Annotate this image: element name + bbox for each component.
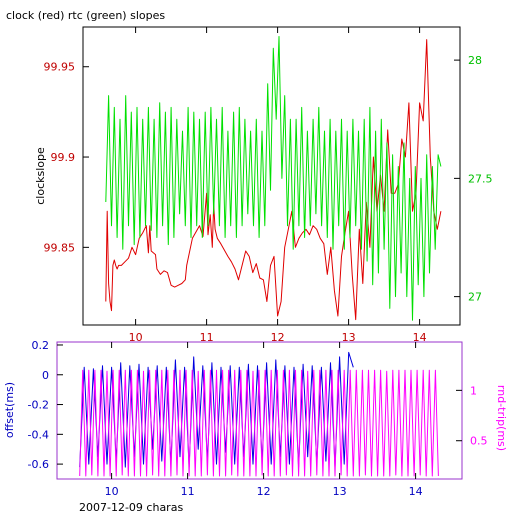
bottom-chart-y2-label: rnd-trip(ms) bbox=[495, 385, 508, 451]
top-x-tick-label: 14 bbox=[413, 331, 427, 344]
top-left-ticks: 99.85 99.9 99.95 bbox=[44, 61, 89, 254]
top-y2-tick-label: 28 bbox=[468, 54, 482, 67]
top-y2-tick-label: 27.5 bbox=[468, 172, 493, 185]
bottom-x-ticks: 10 11 12 13 14 bbox=[105, 342, 423, 498]
top-series-clock bbox=[105, 39, 442, 321]
top-y-tick-label: 99.9 bbox=[51, 151, 76, 164]
bottom-x-tick-label: 12 bbox=[257, 485, 271, 498]
bottom-x-tick-label: 14 bbox=[409, 485, 423, 498]
bottom-right-ticks: 0.51 bbox=[456, 384, 488, 448]
top-y-tick-label: 99.85 bbox=[44, 241, 76, 254]
top-x-tick-label: 13 bbox=[342, 331, 356, 344]
bottom-chart-y-label: offset(ms) bbox=[3, 382, 16, 438]
bottom-y-tick-label: -0.2 bbox=[28, 399, 49, 412]
bottom-chart-title: 2007-12-09 charas bbox=[79, 501, 183, 512]
top-x-tick-label: 12 bbox=[271, 331, 285, 344]
top-chart-title: clock (red) rtc (green) slopes bbox=[6, 9, 165, 22]
top-series-rtc bbox=[105, 36, 442, 321]
bottom-y-tick-label: -0.4 bbox=[28, 428, 49, 441]
bottom-y2-tick-label: 1 bbox=[470, 384, 477, 397]
bottom-plot-frame bbox=[56, 341, 463, 480]
bottom-series-rnd-trip bbox=[79, 369, 439, 477]
bottom-x-tick-label: 13 bbox=[333, 485, 347, 498]
top-plot-frame bbox=[82, 26, 461, 326]
top-right-ticks: 27 27.5 28 bbox=[454, 54, 493, 304]
bottom-y-tick-label: 0.2 bbox=[32, 339, 50, 352]
bottom-y2-tick-label: 0.5 bbox=[470, 435, 488, 448]
bottom-y-tick-label: -0.6 bbox=[28, 458, 49, 471]
bottom-series-lines bbox=[79, 351, 439, 477]
top-x-ticks: 10 11 12 13 14 bbox=[129, 27, 427, 344]
bottom-y-tick-label: 0 bbox=[42, 369, 49, 382]
bottom-series-offset bbox=[79, 351, 354, 468]
bottom-x-tick-label: 11 bbox=[181, 485, 195, 498]
top-chart-y-label: clockslope bbox=[34, 147, 47, 205]
top-x-tick-label: 10 bbox=[129, 331, 143, 344]
bottom-x-tick-label: 10 bbox=[105, 485, 119, 498]
top-y2-tick-label: 27 bbox=[468, 291, 482, 304]
top-x-tick-label: 11 bbox=[200, 331, 214, 344]
top-series-lines bbox=[105, 36, 442, 321]
top-y-tick-label: 99.95 bbox=[44, 61, 76, 74]
bottom-left-ticks: -0.6 -0.4 -0.2 0 0.2 bbox=[28, 339, 63, 471]
